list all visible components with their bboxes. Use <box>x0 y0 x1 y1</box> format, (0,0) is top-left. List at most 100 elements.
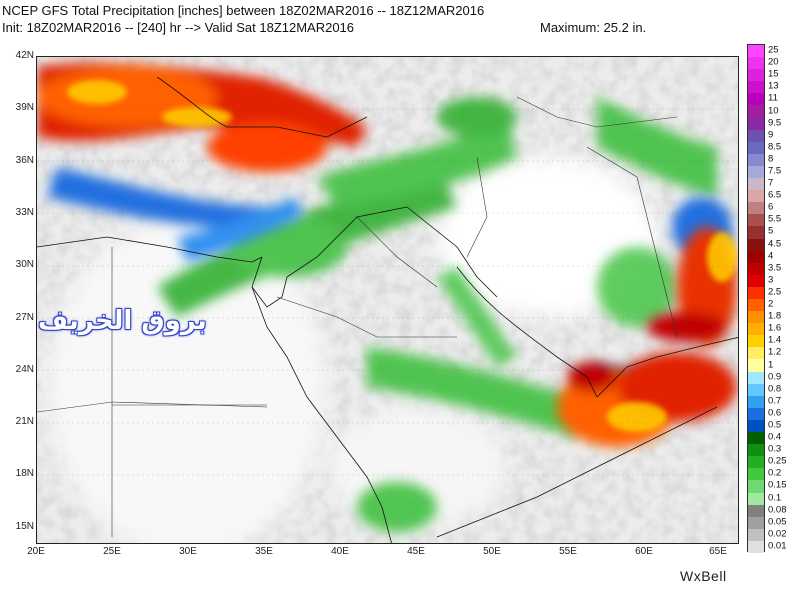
colorbar-swatch <box>748 359 764 373</box>
lon-label: 40E <box>331 546 349 557</box>
colorbar-label: 0.6 <box>768 407 782 419</box>
colorbar-label: 15 <box>768 68 779 80</box>
colorbar-label: 7.5 <box>768 165 782 177</box>
colorbar-label: 6.5 <box>768 189 782 201</box>
colorbar-label: 1.4 <box>768 334 782 346</box>
lat-label: 36N <box>15 155 34 166</box>
colorbar-swatch <box>748 274 764 288</box>
colorbar-label: 1.2 <box>768 346 782 358</box>
colorbar-swatch <box>748 480 764 494</box>
colorbar-swatch <box>748 202 764 215</box>
lon-label: 30E <box>179 546 197 557</box>
colorbar-label: 0.25 <box>768 455 787 467</box>
colorbar-swatch <box>748 105 764 119</box>
lat-label: 42N <box>15 50 34 61</box>
colorbar-swatch <box>748 286 764 300</box>
colorbar-label: 0.02 <box>768 528 787 540</box>
colorbar-swatch <box>748 93 764 106</box>
colorbar-swatch <box>748 262 764 276</box>
lat-label: 27N <box>15 312 34 323</box>
graticule <box>37 108 738 476</box>
colorbar-swatch <box>748 238 764 252</box>
colorbar-label: 5 <box>768 225 774 237</box>
colorbar <box>747 44 765 554</box>
colorbar-label: 0.5 <box>768 419 782 431</box>
colorbar-label: 3.5 <box>768 262 782 274</box>
colorbar-swatch <box>748 299 764 312</box>
precip-yellow <box>67 80 737 432</box>
colorbar-label: 0.2 <box>768 467 782 479</box>
colorbar-swatch <box>748 432 764 445</box>
colorbar-swatch <box>748 492 764 506</box>
colorbar-label: 11 <box>768 92 778 104</box>
colorbar-swatch <box>748 190 764 203</box>
colorbar-swatch <box>748 335 764 348</box>
colorbar-label: 2.5 <box>768 286 782 298</box>
colorbar-swatch <box>748 528 764 542</box>
colorbar-label: 0.15 <box>768 479 787 491</box>
colorbar-swatch <box>748 383 764 397</box>
colorbar-label: 1.6 <box>768 322 782 334</box>
title-line-2: Init: 18Z02MAR2016 -- [240] hr --> Valid… <box>2 20 355 35</box>
colorbar-label: 25 <box>768 44 779 56</box>
heavy-precip-red <box>37 62 737 447</box>
header: NCEP GFS Total Precipitation [inches] be… <box>0 0 800 46</box>
colorbar-label: 0.4 <box>768 431 782 443</box>
precipitation-map <box>36 56 739 544</box>
colorbar-swatch <box>748 323 764 336</box>
colorbar-label: 0.01 <box>768 540 787 552</box>
colorbar-label: 1.8 <box>768 310 782 322</box>
colorbar-swatch <box>748 456 764 469</box>
lon-label: 25E <box>103 546 121 557</box>
colorbar-label: 5.5 <box>768 213 782 225</box>
colorbar-label: 10 <box>768 105 779 117</box>
colorbar-label: 0.8 <box>768 383 782 395</box>
colorbar-swatch <box>748 57 764 70</box>
colorbar-swatch <box>748 69 764 82</box>
lon-label: 65E <box>709 546 727 557</box>
colorbar-swatch <box>748 468 764 481</box>
lon-label: 60E <box>635 546 653 557</box>
colorbar-label: 0.08 <box>768 504 787 516</box>
lat-label: 15N <box>15 521 34 532</box>
colorbar-label: 3 <box>768 274 774 286</box>
colorbar-label: 4 <box>768 250 774 262</box>
colorbar-swatch <box>748 419 764 433</box>
lon-label: 45E <box>407 546 425 557</box>
maximum-label: Maximum: 25.2 in. <box>540 20 647 35</box>
lon-label: 35E <box>255 546 273 557</box>
colorbar-swatch <box>748 395 764 409</box>
colorbar-label: 13 <box>768 80 779 92</box>
lat-label: 21N <box>15 416 34 427</box>
colorbar-swatch <box>748 516 764 530</box>
colorbar-swatch <box>748 117 764 131</box>
lon-label: 55E <box>559 546 577 557</box>
lat-label: 33N <box>15 207 34 218</box>
colorbar-swatch <box>748 81 764 94</box>
colorbar-swatch <box>748 311 764 324</box>
colorbar-swatch <box>748 444 764 457</box>
lon-label: 20E <box>27 546 45 557</box>
colorbar-swatch <box>748 371 764 385</box>
colorbar-label: 20 <box>768 56 779 68</box>
colorbar-label: 1 <box>768 359 774 371</box>
colorbar-label: 9 <box>768 129 774 141</box>
colorbar-label: 8.5 <box>768 141 782 153</box>
title-line-1: NCEP GFS Total Precipitation [inches] be… <box>2 3 485 18</box>
lat-label: 18N <box>15 468 34 479</box>
map-canvas <box>37 57 738 543</box>
light-precip-green <box>157 97 717 532</box>
colorbar-label: 4.5 <box>768 238 782 250</box>
colorbar-swatch <box>748 178 764 191</box>
borders <box>37 96 678 537</box>
colorbar-label: 0.9 <box>768 371 782 383</box>
colorbar-label: 0.7 <box>768 395 782 407</box>
lon-label: 50E <box>483 546 501 557</box>
colorbar-swatch <box>748 504 764 518</box>
lat-label: 30N <box>15 259 34 270</box>
colorbar-label: 6 <box>768 201 774 213</box>
colorbar-swatch <box>748 165 764 179</box>
colorbar-label: 7 <box>768 177 774 189</box>
colorbar-swatch <box>748 540 764 554</box>
